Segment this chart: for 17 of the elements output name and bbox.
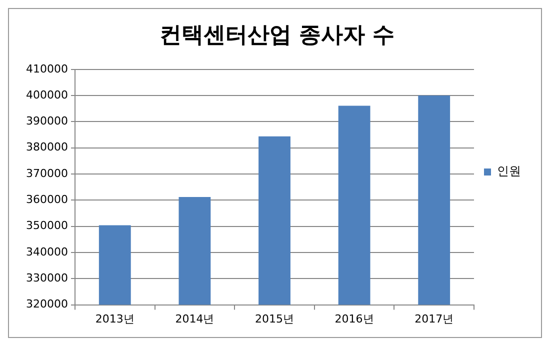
- y-tick-label: 370000: [26, 166, 68, 180]
- x-tick-label: 2014년: [175, 312, 214, 326]
- y-tick-label: 380000: [26, 140, 68, 154]
- y-tick-label: 360000: [26, 193, 68, 206]
- legend-label: 인원: [497, 164, 521, 178]
- chart-title: 컨택센터산업 종사자 수: [159, 22, 395, 48]
- y-tick-label: 340000: [26, 245, 68, 258]
- x-tick-label: 2015년: [254, 312, 294, 326]
- y-tick-label: 390000: [26, 114, 68, 128]
- y-tick-label: 330000: [26, 272, 68, 285]
- y-tick-label: 400000: [26, 88, 68, 102]
- y-tick-label: 410000: [26, 62, 68, 76]
- x-tick-label: 2013년: [95, 312, 134, 326]
- x-tick-label: 2016년: [334, 312, 374, 326]
- y-tick-label: 320000: [26, 298, 68, 311]
- y-tick-label: 350000: [26, 219, 68, 232]
- x-tick-label: 2017년: [414, 312, 454, 326]
